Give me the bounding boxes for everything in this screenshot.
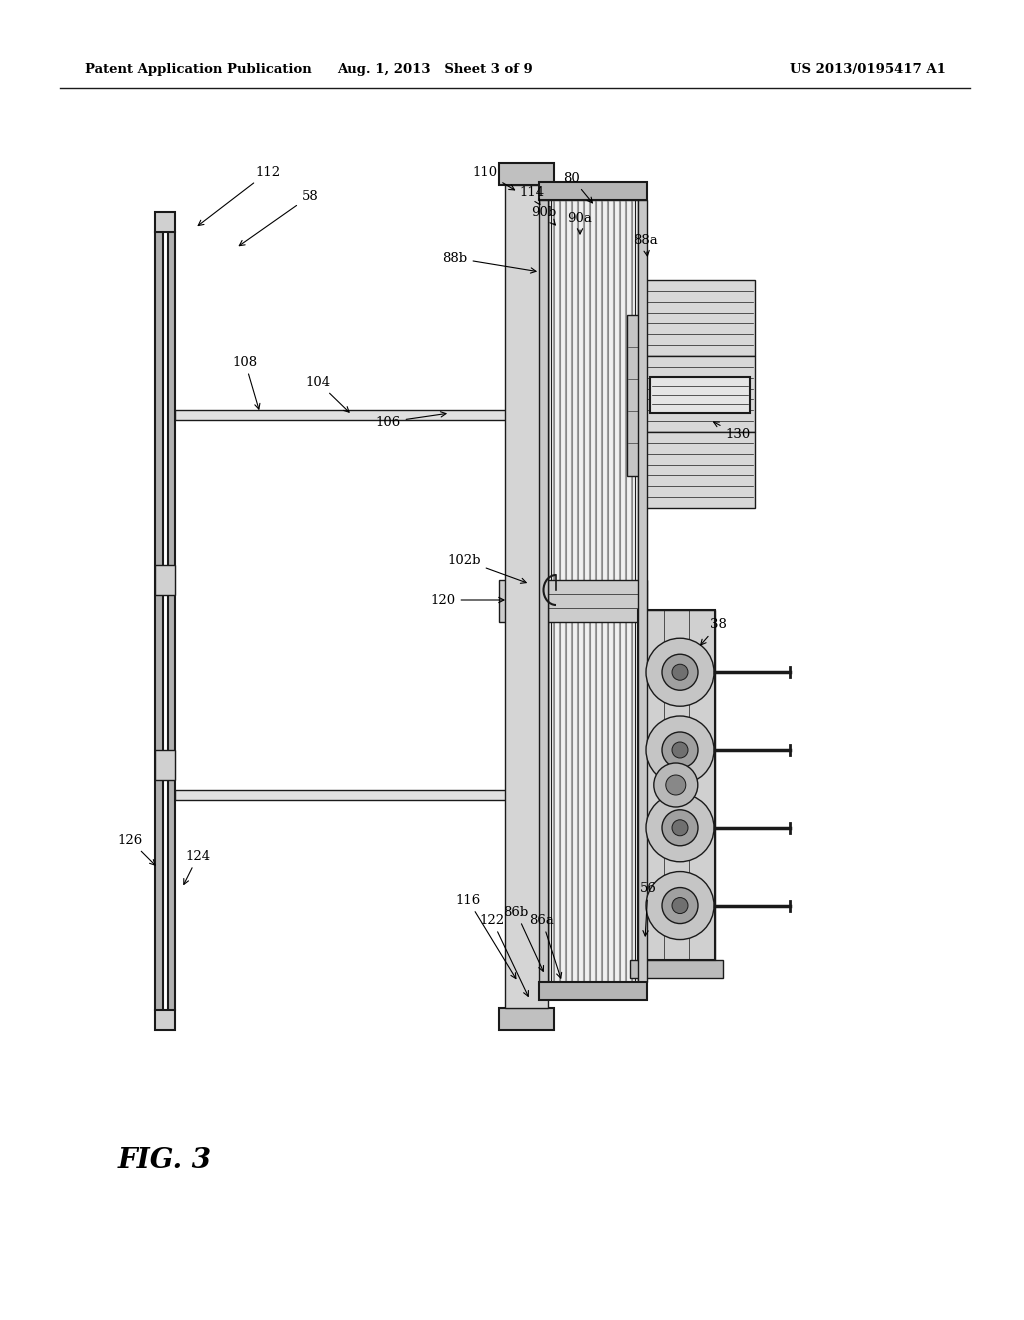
Text: 80: 80	[563, 172, 593, 203]
Bar	[645, 432, 755, 508]
Circle shape	[646, 871, 714, 940]
Text: FIG. 3: FIG. 3	[118, 1147, 212, 1173]
Text: 130: 130	[714, 422, 751, 441]
Text: 122: 122	[479, 913, 528, 997]
Bar	[499, 579, 647, 622]
Circle shape	[653, 763, 697, 807]
Bar	[645, 195, 647, 215]
Text: 88b: 88b	[442, 252, 536, 273]
Text: 86a: 86a	[529, 913, 561, 978]
Text: 58: 58	[240, 190, 318, 246]
Text: 90b: 90b	[531, 206, 557, 224]
Circle shape	[662, 655, 698, 690]
Bar	[650, 378, 750, 413]
Bar	[155, 750, 175, 780]
Bar	[499, 162, 554, 185]
Bar	[638, 610, 715, 960]
Bar	[645, 280, 755, 356]
Bar	[155, 232, 163, 1010]
Circle shape	[646, 793, 714, 862]
Bar	[175, 789, 540, 800]
Text: US 2013/0195417 A1: US 2013/0195417 A1	[790, 63, 946, 77]
Text: 104: 104	[305, 375, 349, 412]
Bar	[499, 1008, 554, 1030]
Text: 126: 126	[118, 833, 156, 865]
Circle shape	[666, 775, 686, 795]
Bar	[163, 232, 168, 1010]
Text: 106: 106	[376, 412, 446, 429]
Text: 90a: 90a	[567, 211, 593, 234]
Text: 112: 112	[199, 165, 281, 226]
Circle shape	[672, 820, 688, 836]
Circle shape	[662, 887, 698, 924]
Circle shape	[672, 664, 688, 680]
Circle shape	[672, 742, 688, 758]
Bar	[539, 182, 647, 201]
Text: 124: 124	[183, 850, 211, 884]
Text: 114: 114	[519, 186, 545, 205]
Bar	[630, 960, 723, 978]
Text: 120: 120	[430, 594, 504, 606]
Text: 88a: 88a	[633, 234, 657, 256]
Bar	[168, 232, 175, 1010]
Text: 102b: 102b	[447, 553, 526, 583]
Bar	[539, 201, 548, 982]
Text: 108: 108	[232, 355, 260, 409]
Text: Aug. 1, 2013   Sheet 3 of 9: Aug. 1, 2013 Sheet 3 of 9	[337, 63, 532, 77]
Text: 86b: 86b	[504, 906, 544, 972]
Text: 116: 116	[456, 894, 516, 978]
Text: 110: 110	[472, 165, 515, 190]
Bar	[505, 185, 548, 1008]
Text: 56: 56	[640, 882, 656, 936]
Bar	[548, 201, 638, 982]
Bar	[638, 610, 715, 960]
Bar	[645, 356, 755, 432]
Circle shape	[646, 639, 714, 706]
Bar	[155, 1010, 175, 1030]
Circle shape	[672, 898, 688, 913]
Bar	[175, 411, 540, 420]
Text: 38: 38	[700, 619, 726, 645]
Circle shape	[646, 715, 714, 784]
Text: Patent Application Publication: Patent Application Publication	[85, 63, 311, 77]
Circle shape	[662, 809, 698, 846]
Bar	[155, 213, 175, 232]
Bar	[638, 201, 647, 982]
Bar	[155, 565, 175, 595]
Bar	[627, 314, 645, 475]
Circle shape	[662, 733, 698, 768]
Bar	[539, 982, 647, 1001]
